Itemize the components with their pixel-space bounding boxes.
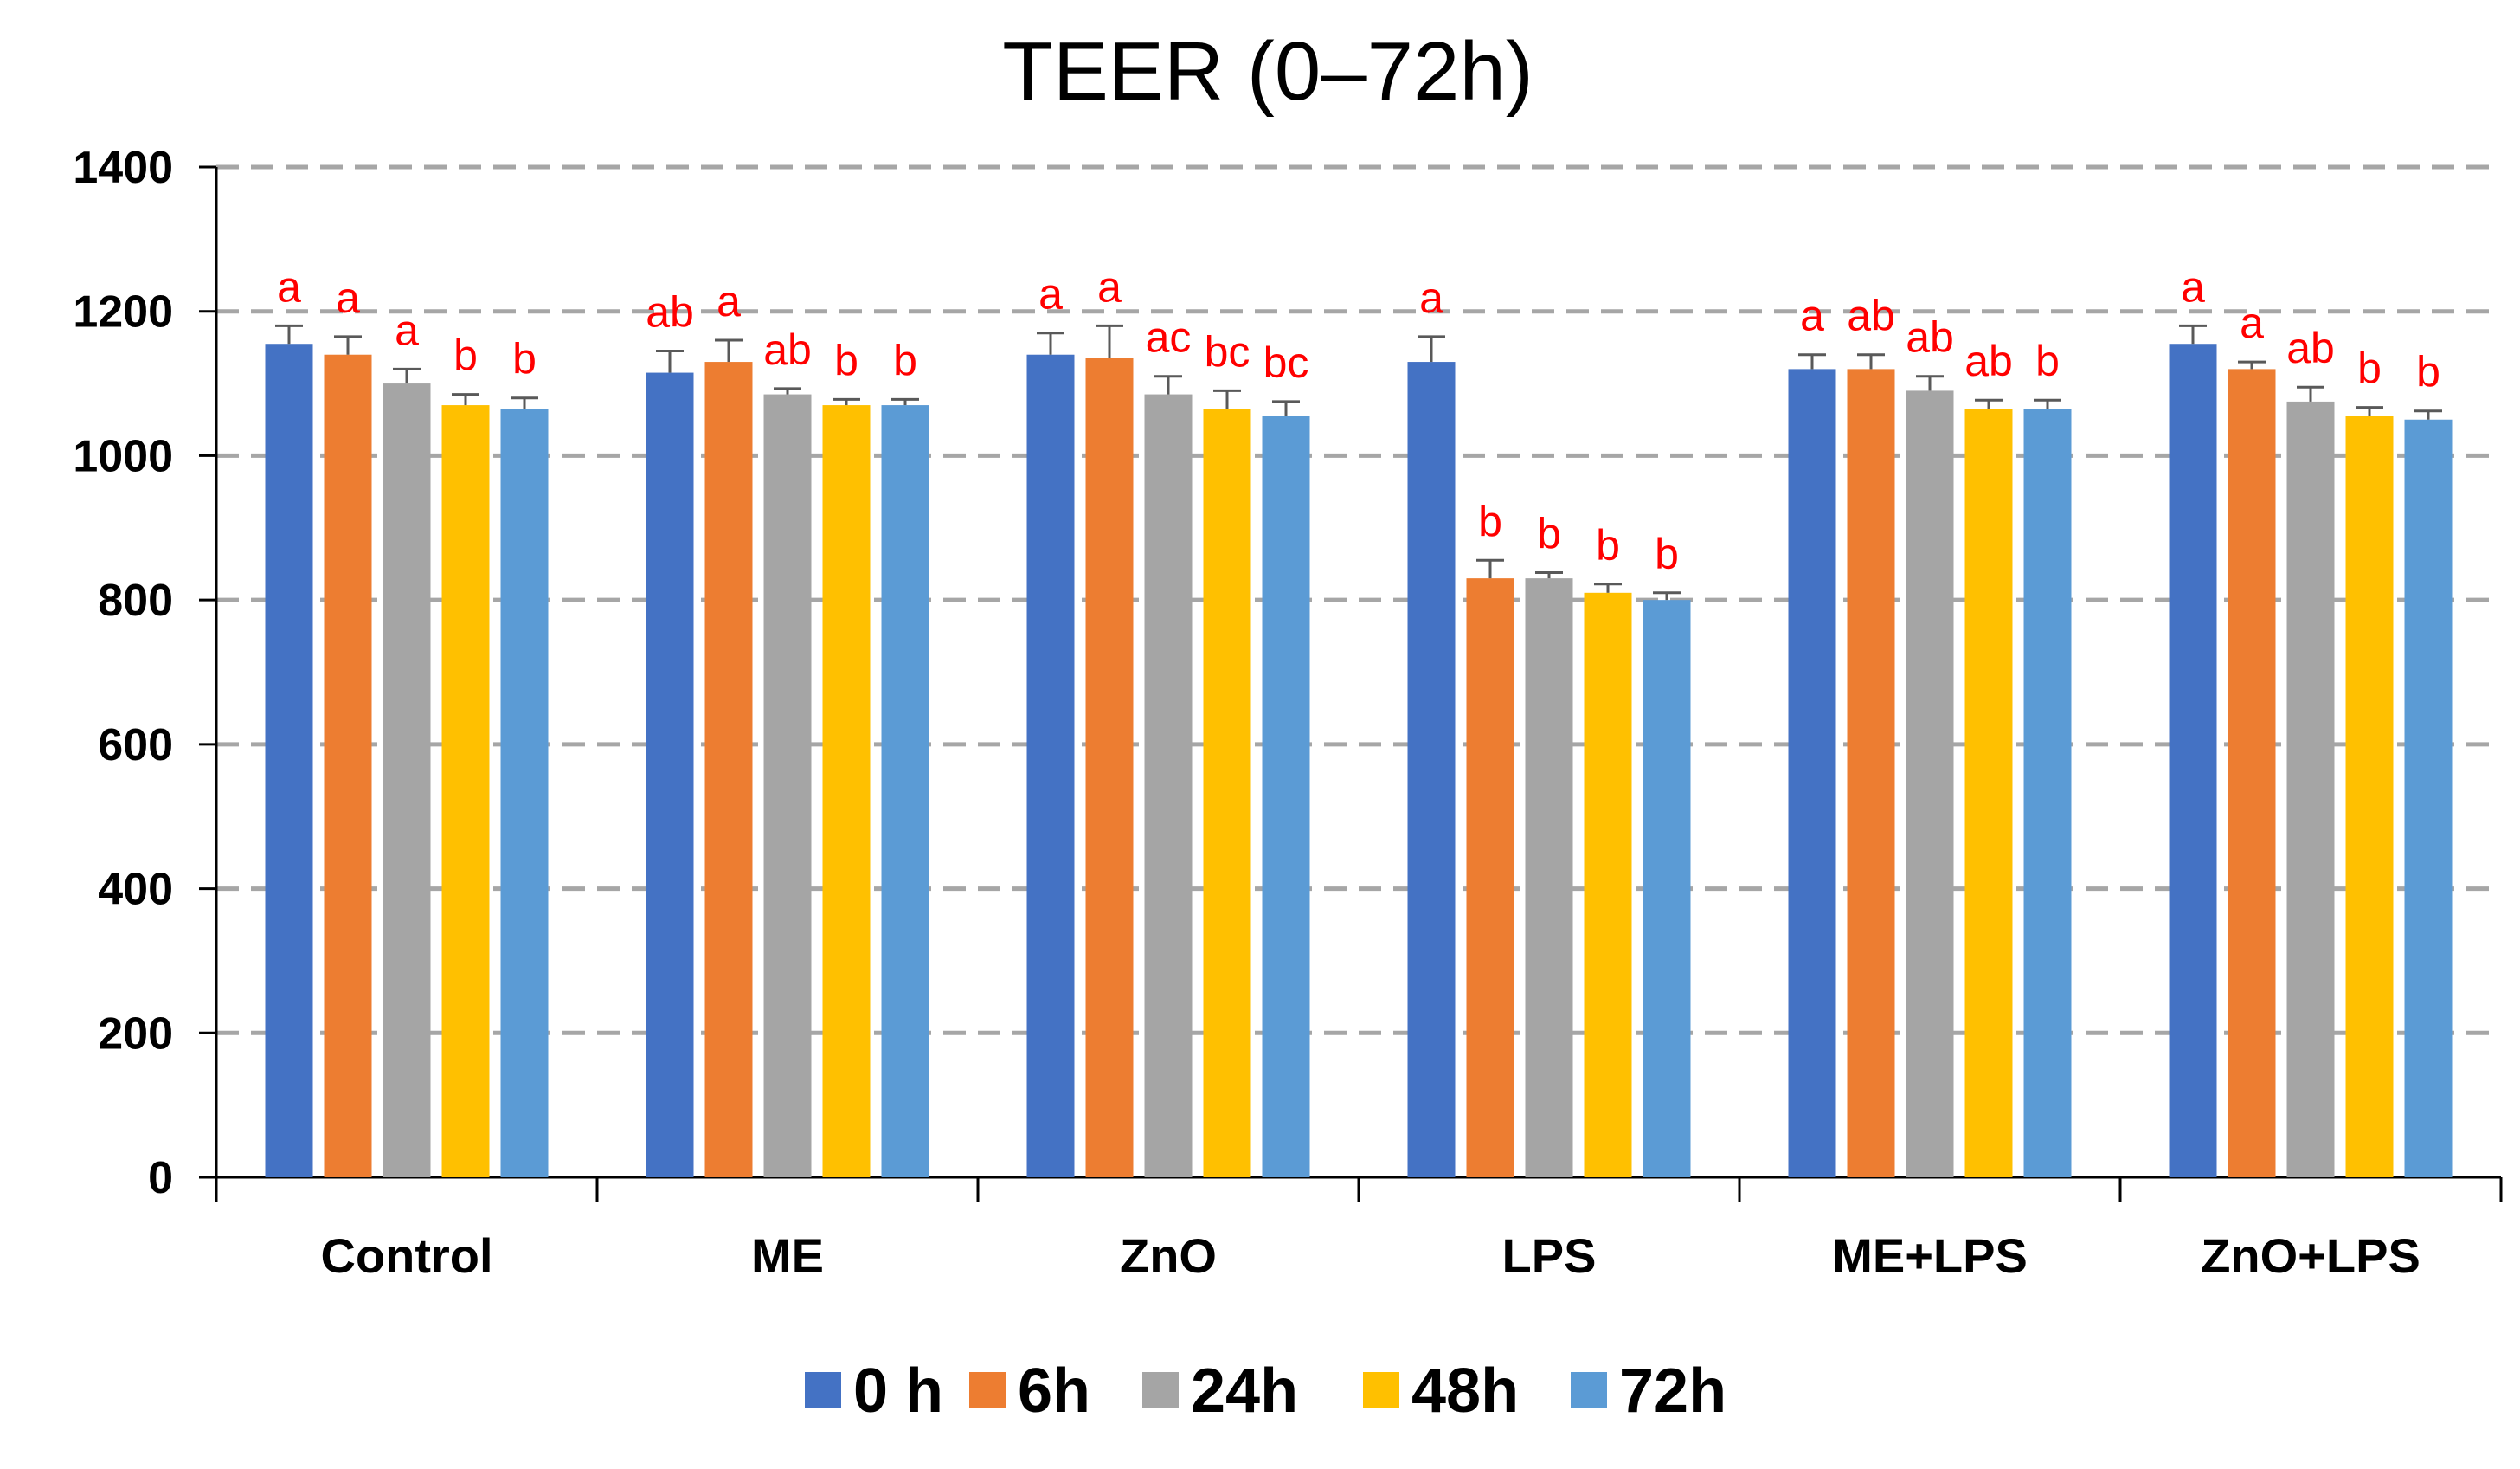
y-tick-label: 800 <box>98 576 173 626</box>
legend-swatch <box>1363 1372 1399 1408</box>
significance-label: bc <box>1263 338 1309 387</box>
bar <box>1085 358 1134 1177</box>
bar <box>822 405 871 1177</box>
bar <box>2345 416 2394 1177</box>
significance-label: ac <box>1146 313 1192 362</box>
y-tick-label: 600 <box>98 720 173 770</box>
bar <box>265 344 313 1178</box>
y-tick-label: 1200 <box>73 287 173 338</box>
x-tick-label: ZnO+LPS <box>2201 1228 2420 1283</box>
bar <box>1964 409 2013 1177</box>
bar <box>881 405 929 1177</box>
bar <box>704 362 753 1177</box>
bar <box>1026 354 1075 1177</box>
bar <box>1144 394 1192 1177</box>
bar <box>1642 600 1691 1177</box>
significance-label: ab <box>763 325 812 374</box>
bar <box>2228 369 2276 1177</box>
x-tick-label: ZnO <box>1120 1228 1217 1283</box>
x-axis: Control ME ZnO LPS ME+LPS ZnO+LPS <box>215 1176 2503 1283</box>
bar <box>646 372 694 1177</box>
error-bars <box>275 324 2442 601</box>
significance-label: a <box>1800 292 1824 340</box>
bar <box>2404 419 2452 1177</box>
y-axis: 0 200 400 600 800 1000 1200 1400 <box>73 143 218 1203</box>
significance-label: b <box>2416 348 2440 396</box>
y-tick-label: 0 <box>148 1153 173 1203</box>
significance-label: ab <box>1906 313 1954 362</box>
x-tick-label: Control <box>320 1228 492 1283</box>
bar <box>1525 578 1573 1177</box>
bar <box>1466 578 1514 1177</box>
y-tick-label: 1000 <box>73 431 173 481</box>
significance-label: b <box>1596 521 1620 570</box>
legend-label: 48h <box>1411 1356 1519 1426</box>
significance-label: b <box>1655 530 1679 578</box>
legend-swatch <box>969 1372 1006 1408</box>
legend-swatch <box>1571 1372 1607 1408</box>
x-tick-label: ME+LPS <box>1832 1228 2028 1283</box>
legend-label: 72h <box>1619 1356 1726 1426</box>
significance-label: ab <box>1847 292 1895 340</box>
significance-label: b <box>1478 497 1502 545</box>
significance-label: a <box>277 262 301 311</box>
significance-label: a <box>336 274 360 322</box>
significance-label: bc <box>1205 327 1250 376</box>
bar <box>1847 369 1895 1177</box>
significance-label: ab <box>2286 324 2335 372</box>
bar <box>1906 390 1954 1178</box>
y-tick-label: 200 <box>98 1008 173 1059</box>
x-tick-label: LPS <box>1502 1228 1597 1283</box>
legend-label: 6h <box>1018 1356 1090 1426</box>
chart-title: TEER (0–72h) <box>1002 25 1533 118</box>
bar <box>2169 344 2217 1178</box>
significance-label: a <box>1419 274 1443 322</box>
bar <box>2286 401 2335 1177</box>
bar <box>1203 409 1251 1177</box>
bar <box>500 409 549 1177</box>
bar <box>441 405 490 1177</box>
significance-label: b <box>453 332 478 380</box>
bar <box>382 383 431 1178</box>
bar <box>763 394 812 1177</box>
bar <box>1584 592 1632 1177</box>
significance-label: a <box>2240 299 2264 347</box>
significance-label: b <box>512 335 537 383</box>
significance-label: b <box>834 336 858 384</box>
legend-label: 24h <box>1191 1356 1298 1426</box>
significance-label: a <box>1038 270 1063 319</box>
significance-label: a <box>395 306 419 354</box>
bar <box>1788 369 1836 1177</box>
significance-label: b <box>1537 509 1561 557</box>
legend-swatch <box>1142 1372 1179 1408</box>
bar <box>2023 409 2072 1177</box>
y-tick-label: 400 <box>98 865 173 915</box>
significance-label: a <box>717 277 741 325</box>
significance-label: a <box>2181 262 2205 311</box>
significance-label: ab <box>1964 337 2013 385</box>
bar <box>1262 416 1310 1177</box>
significance-label: b <box>893 336 917 384</box>
grid-lines <box>216 164 2501 1035</box>
bar <box>1407 362 1456 1177</box>
significance-label: b <box>2357 345 2382 393</box>
y-tick-label: 1400 <box>73 143 173 193</box>
legend-swatch <box>805 1372 841 1408</box>
bar <box>324 354 372 1177</box>
legend: 0 h 6h 24h 48h 72h <box>805 1356 1726 1426</box>
bars <box>265 344 2452 1178</box>
significance-label: a <box>1097 262 1122 311</box>
x-tick-label: ME <box>751 1228 824 1283</box>
significance-label: b <box>2035 337 2060 385</box>
legend-label: 0 h <box>853 1356 943 1426</box>
significance-label: ab <box>646 288 694 337</box>
